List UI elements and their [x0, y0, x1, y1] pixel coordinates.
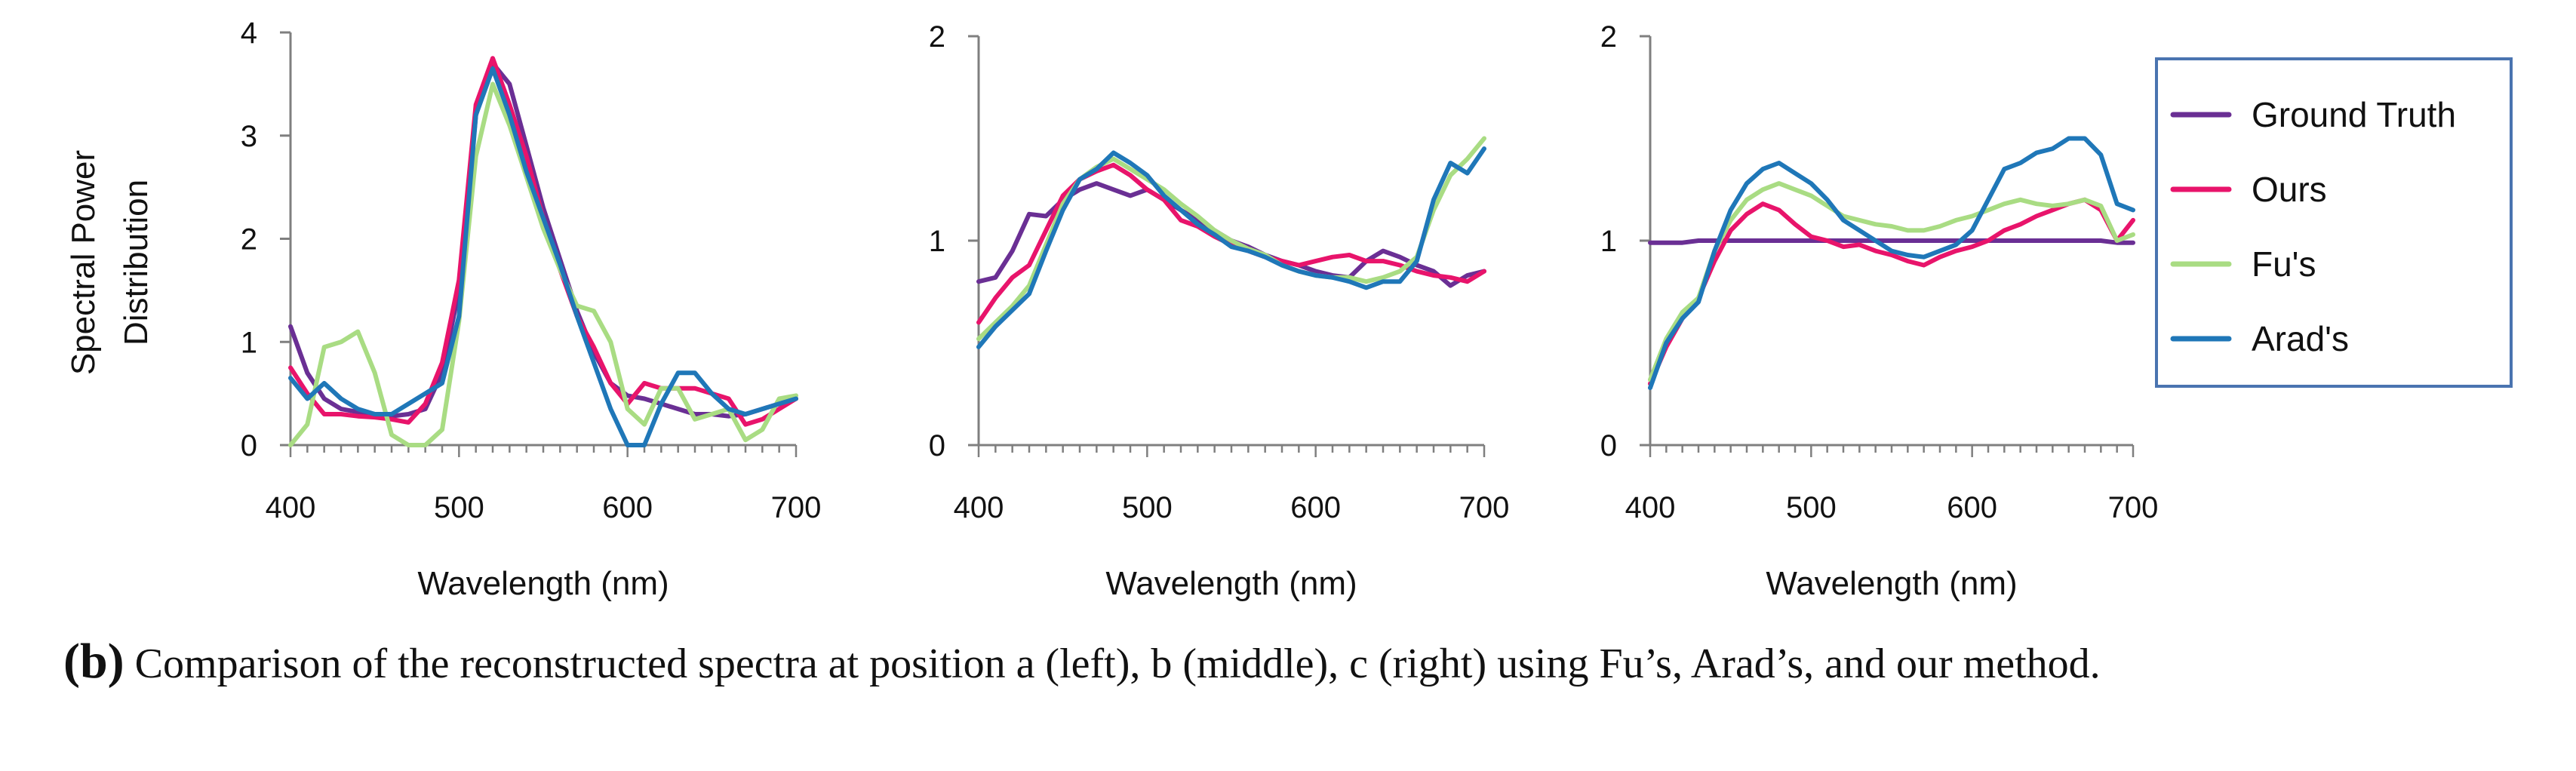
- series-line-ground-truth: [1648, 238, 2135, 245]
- caption-text: Comparison of the reconstructed spectra …: [134, 640, 2101, 687]
- y-tick-label: 1: [1600, 225, 1617, 258]
- y-tick-label: 1: [929, 225, 945, 258]
- series-line-arad-s: [1648, 136, 2135, 391]
- y-tick-label: 3: [241, 120, 257, 153]
- series-line-ours: [288, 56, 798, 427]
- y-axis-title: Spectral Power Distribution: [65, 150, 155, 375]
- series-line-fu-s: [976, 136, 1486, 342]
- series-line-arad-s: [976, 146, 1486, 349]
- x-axis-title: Wavelength (nm): [1105, 565, 1357, 602]
- y-tick-label: 0: [241, 429, 257, 462]
- series-line-fu-s: [1648, 181, 2135, 382]
- series-line-ours: [976, 162, 1486, 325]
- x-tick-label: 400: [1625, 491, 1676, 524]
- legend-item-arad-s: Arad's: [2170, 319, 2349, 358]
- x-tick-label: 700: [771, 491, 822, 524]
- figure-caption: (b) Comparison of the reconstructed spec…: [63, 634, 2523, 692]
- y-tick-label: 2: [1600, 20, 1617, 54]
- x-axis-title: Wavelength (nm): [417, 565, 669, 602]
- series-line-ground-truth: [288, 61, 798, 419]
- series-line-arad-s: [288, 66, 798, 447]
- y-axis-title-line-2: Distribution: [118, 180, 155, 346]
- y-axis-title-line-1: Spectral Power: [65, 150, 102, 375]
- x-tick-label: 600: [1947, 491, 1997, 524]
- y-tick-label: 2: [241, 223, 257, 256]
- legend: Ground Truth Ours Fu's Arad's: [2155, 57, 2513, 388]
- y-tick-label: 2: [929, 20, 945, 54]
- y-tick-label: 4: [241, 17, 257, 50]
- legend-item-ours: Ours: [2170, 170, 2327, 209]
- x-axis-title: Wavelength (nm): [1766, 565, 2017, 602]
- x-tick-label: 400: [954, 491, 1004, 524]
- legend-label: Ground Truth: [2252, 95, 2456, 134]
- y-tick-label: 0: [1600, 429, 1617, 462]
- x-tick-label: 500: [1122, 491, 1173, 524]
- legend-label: Arad's: [2252, 319, 2349, 358]
- x-tick-label: 600: [1290, 491, 1341, 524]
- x-tick-label: 600: [602, 491, 653, 524]
- x-tick-label: 400: [266, 491, 316, 524]
- series-line-ours: [1648, 197, 2135, 386]
- x-tick-label: 700: [2108, 491, 2159, 524]
- legend-label: Fu's: [2252, 244, 2316, 284]
- y-tick-label: 0: [929, 429, 945, 462]
- chart-panel-middle: 0 1 2 400 500 600 700 Wavelength (nm): [929, 20, 1510, 602]
- chart-panel-right: 0 1 2 400 500 600 700 Wavelength (nm): [1600, 20, 2159, 602]
- series-line-fu-s: [288, 81, 798, 447]
- legend-label: Ours: [2252, 170, 2327, 209]
- chart-panel-left: 0 1 2 3 4 400 500 600 700 Wavelength (nm): [241, 17, 822, 602]
- chart-panels: 0 1 2 3 4 400 500 600 700 Wavelength (nm) 0 1 2 400 50…: [241, 17, 2159, 602]
- y-tick-label: 1: [241, 326, 257, 359]
- x-tick-label: 500: [1786, 491, 1837, 524]
- caption-label: (b): [63, 634, 124, 689]
- legend-item-ground-truth: Ground Truth: [2170, 95, 2456, 134]
- x-tick-label: 500: [434, 491, 484, 524]
- legend-item-fu-s: Fu's: [2170, 244, 2316, 284]
- x-tick-label: 700: [1459, 491, 1510, 524]
